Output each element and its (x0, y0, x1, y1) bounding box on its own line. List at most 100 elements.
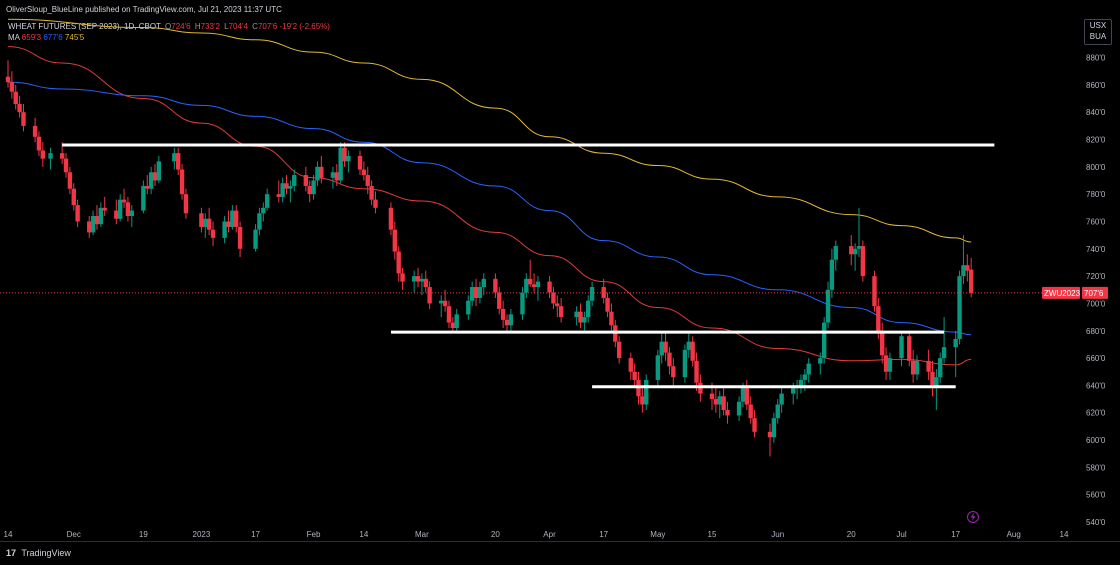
candle-body (203, 218, 208, 227)
candle (558, 297, 564, 323)
candle (388, 202, 394, 236)
candle-body (117, 199, 123, 219)
candle (644, 374, 649, 410)
candle-body (818, 358, 823, 364)
lightning-icon[interactable] (967, 511, 979, 523)
candle (578, 303, 583, 329)
candle-body (13, 91, 18, 105)
candle (210, 221, 216, 247)
candle (5, 60, 11, 88)
candle (872, 270, 877, 312)
price-tick-label: 860'0 (1086, 81, 1106, 90)
currency-unit-button[interactable]: USX BUA (1084, 19, 1112, 45)
candle (957, 270, 962, 345)
candle (141, 180, 146, 214)
candle (806, 358, 811, 383)
candle (767, 423, 773, 457)
candle (264, 188, 270, 211)
candle-body (887, 358, 893, 372)
candle-body (481, 278, 486, 288)
candle-body (373, 199, 378, 208)
candle-body (508, 314, 514, 326)
time-tick-label: 17 (599, 530, 608, 539)
candle-body (280, 183, 285, 197)
ma-line-1 (7, 46, 972, 366)
candle-body (771, 418, 777, 438)
candle-body (744, 388, 750, 405)
unit-line-2: BUA (1089, 32, 1107, 41)
candle-body (311, 180, 316, 195)
candle-body (121, 199, 127, 203)
candle-body (446, 306, 452, 323)
candle-body (748, 404, 753, 419)
candle-body (907, 336, 912, 361)
candle (640, 385, 645, 413)
candle (794, 379, 800, 400)
candle-body (957, 276, 962, 339)
candle-body (206, 218, 212, 230)
candle-body (71, 188, 76, 206)
candle-body (454, 314, 459, 329)
candle-body (961, 265, 966, 277)
horizontal-levels[interactable] (62, 143, 995, 389)
candle (961, 235, 966, 285)
price-tick-label: 540'0 (1086, 518, 1106, 527)
ma-slow-value: 745'5 (64, 33, 85, 42)
low-label: L (224, 22, 229, 31)
candle-body (253, 229, 258, 249)
candle (856, 207, 862, 257)
ohlc-row: WHEAT FUTURES (SEP 2023), 1D, CBOT O724'… (8, 21, 330, 32)
candle-body (102, 207, 107, 211)
candle-body (775, 404, 780, 419)
candle-body (415, 276, 421, 282)
candle (628, 352, 633, 380)
candle-body (520, 292, 525, 315)
tradingview-logo-icon: 17 (6, 548, 17, 558)
candle-body (98, 207, 104, 225)
candle-body (829, 259, 835, 290)
candle (40, 142, 46, 167)
symbol-title[interactable]: WHEAT FUTURES (SEP 2023), 1D, CBOT (8, 22, 161, 31)
candle (230, 205, 235, 230)
candle (87, 216, 92, 238)
candle-body (9, 82, 15, 92)
brand-footer[interactable]: 17 TradingView (6, 548, 71, 558)
candle (531, 273, 537, 293)
candle (775, 399, 780, 424)
candle (721, 385, 726, 416)
time-tick-label: 20 (491, 530, 500, 539)
candle (365, 166, 370, 195)
candle (319, 155, 324, 184)
candle (21, 104, 26, 132)
candle (439, 295, 444, 318)
candle (446, 300, 452, 329)
candle-body (342, 147, 347, 162)
candle (63, 153, 69, 178)
candle-body (535, 281, 541, 288)
ma-fast-value: 659'3 (21, 33, 42, 42)
candle-body (369, 185, 374, 200)
price-axis[interactable]: 880'0 860'0 840'0 820'0 800'0 780'0 760'0 740'0… (1086, 54, 1106, 527)
ma-mid-value: 677'6 (43, 33, 63, 42)
candle (632, 363, 637, 389)
price-tick-label: 560'0 (1086, 491, 1106, 500)
candle-body (419, 278, 425, 282)
candle (117, 194, 123, 222)
candle (667, 347, 672, 375)
candle-body (779, 393, 784, 405)
candle-body (396, 251, 401, 274)
price-tick-label: 700'0 (1086, 299, 1106, 308)
candle-body (63, 158, 69, 173)
candle (655, 349, 661, 386)
candle (75, 199, 80, 227)
time-tick-label: 14 (1060, 530, 1069, 539)
candle-body (934, 377, 939, 386)
candle (547, 276, 552, 298)
publish-attribution: OliverSloup_BlueLine published on Tradin… (6, 5, 282, 14)
candle-body (965, 265, 970, 271)
candle (13, 84, 18, 110)
time-axis[interactable]: 14 Dec 19 2023 17 Feb 14 Mar 20 Apr 17 May 15 Jun 20 Ju… (4, 530, 1069, 539)
ma-label[interactable]: MA (8, 33, 20, 42)
time-tick-label: 2023 (193, 530, 211, 539)
